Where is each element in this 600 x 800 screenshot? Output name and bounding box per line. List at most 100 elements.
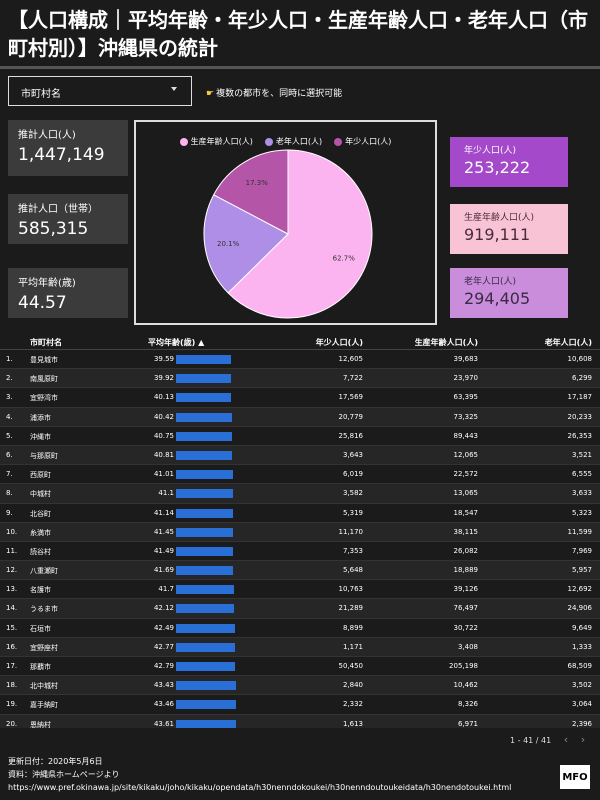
kpi-label: 生産年齢人口(人)	[464, 213, 535, 223]
table-row[interactable]: 14. うるま市 42.12 21,289 76,497 24,906	[0, 599, 600, 619]
average-age-value: 40.42	[153, 412, 174, 421]
elderly-population-value: 3,064	[571, 700, 592, 709]
table-row[interactable]: 4. 浦添市 40.42 20,779 73,325 20,233	[0, 407, 600, 427]
table-row[interactable]: 19. 嘉手納町 43.46 2,332 8,326 3,064	[0, 695, 600, 715]
legend-text: 生産年齢人口(人)	[190, 137, 253, 146]
average-age-bar	[176, 662, 235, 671]
working-age-population-value: 63,395	[453, 393, 479, 402]
pie-slice-working-age[interactable]	[227, 149, 373, 319]
legend-item-working-age[interactable]: 生産年齢人口(人)	[179, 136, 253, 147]
legend-swatch	[264, 137, 273, 146]
row-index: 18.	[6, 681, 18, 690]
average-age-bar	[176, 585, 234, 595]
youth-population-value: 20,779	[338, 412, 364, 421]
column-header-youth[interactable]: 年少人口(人)	[315, 338, 363, 347]
average-age-value: 42.79	[153, 662, 174, 670]
elderly-population-value: 68,509	[567, 662, 593, 670]
average-age-value: 43.46	[153, 700, 174, 709]
column-header-municipality[interactable]: 市町村名	[30, 338, 62, 347]
average-age-value: 41.7	[158, 585, 174, 594]
elderly-population-value: 3,502	[571, 681, 592, 690]
chevron-left-icon[interactable]: ‹	[563, 733, 569, 746]
working-age-population-value: 38,115	[453, 527, 479, 536]
average-age-bar	[176, 489, 233, 499]
youth-population-value: 10,763	[338, 585, 364, 594]
source-url[interactable]: https://www.pref.okinawa.jp/site/kikaku/…	[8, 783, 512, 792]
mfo-logo: MFO	[560, 765, 590, 789]
kpi-value: 294,405	[464, 289, 531, 308]
table-row[interactable]: 17. 那覇市 42.79 50,450 205,198 68,509	[0, 657, 600, 677]
legend-item-youth[interactable]: 年少人口(人)	[334, 136, 391, 147]
table-row[interactable]: 7. 西原町 41.01 6,019 22,572 6,555	[0, 465, 600, 485]
table-row[interactable]: 10. 糸満市 41.45 11,170 38,115 11,599	[0, 522, 600, 542]
row-index: 19.	[6, 700, 18, 709]
municipality-name: 沖縄市	[30, 432, 51, 441]
table-row[interactable]: 16. 宜野座村 42.77 1,171 3,408 1,333	[0, 637, 600, 657]
elderly-population-value: 3,521	[571, 450, 592, 459]
working-age-population-value: 30,722	[453, 623, 479, 632]
table-row[interactable]: 11. 読谷村 41.49 7,353 26,082 7,969	[0, 542, 600, 562]
row-index: 1.	[6, 355, 13, 363]
average-age-value: 43.61	[153, 719, 174, 728]
kpi-average-age: 平均年齢(歳) 44.57	[8, 268, 128, 318]
table-header: 市町村名 平均年齢(歳) ▲ 年少人口(人) 生産年齢人口(人) 老年人口(人)	[0, 334, 600, 350]
table-row[interactable]: 8. 中城村 41.1 3,582 13,065 3,633	[0, 484, 600, 504]
municipality-name: 恩納村	[30, 720, 51, 728]
working-age-population-value: 76,497	[453, 604, 479, 613]
row-index: 11.	[6, 546, 18, 555]
column-header-working-age[interactable]: 生産年齢人口(人)	[414, 338, 478, 347]
elderly-population-value: 6,299	[571, 374, 592, 383]
average-age-bar	[176, 412, 232, 422]
table-row[interactable]: 12. 八重瀬町 41.69 5,648 18,889 5,957	[0, 561, 600, 581]
youth-population-value: 2,840	[342, 681, 363, 690]
municipality-name: うるま市	[30, 605, 58, 614]
table-row[interactable]: 6. 与那原町 40.81 3,643 12,065 3,521	[0, 445, 600, 466]
youth-population-value: 8,899	[342, 623, 363, 632]
row-index: 9.	[6, 508, 13, 517]
youth-population-value: 2,332	[342, 700, 363, 709]
chevron-down-icon[interactable]	[171, 87, 177, 91]
update-date: 更新日付：2020年5月6日	[8, 757, 103, 766]
average-age-value: 41.45	[153, 527, 174, 536]
column-header-average-age[interactable]: 平均年齢(歳) ▲	[148, 338, 205, 347]
table-row[interactable]: 2. 南風原町 39.92 7,722 23,970 6,299	[0, 369, 600, 389]
average-age-bar	[176, 527, 234, 537]
municipality-name: 北谷町	[30, 509, 51, 518]
youth-population-value: 1,171	[342, 642, 363, 651]
pie-slice-youth[interactable]	[213, 149, 289, 235]
row-index: 6.	[6, 450, 13, 459]
table-row[interactable]: 20. 恩納村 43.61 1,613 6,971 2,396	[0, 714, 600, 728]
working-age-population-value: 18,547	[453, 508, 479, 517]
kpi-working-age-population: 生産年齢人口(人) 919,111	[450, 204, 568, 254]
average-age-bar	[176, 700, 236, 710]
table-row[interactable]: 15. 石垣市 42.49 8,899 30,722 9,649	[0, 619, 600, 638]
kpi-value: 253,222	[464, 158, 531, 177]
table-row[interactable]: 9. 北谷町 41.14 5,319 18,547 5,323	[0, 504, 600, 523]
legend-item-elderly[interactable]: 老年人口(人)	[264, 136, 322, 147]
pie-slice-elderly[interactable]	[203, 194, 289, 294]
municipality-dropdown[interactable]: 市町村名	[8, 76, 192, 106]
column-header-elderly[interactable]: 老年人口(人)	[544, 338, 592, 347]
municipality-name: 糸満市	[30, 528, 51, 537]
working-age-population-value: 26,082	[453, 546, 479, 555]
average-age-value: 41.14	[153, 508, 174, 517]
municipality-name: 名護市	[30, 586, 51, 595]
working-age-population-value: 8,326	[457, 700, 478, 709]
municipality-name: 八重瀬町	[30, 567, 58, 576]
pie-slice-label: 62.7%	[333, 254, 356, 262]
table-row[interactable]: 5. 沖縄市 40.75 25,816 89,443 26,353	[0, 427, 600, 446]
table-row[interactable]: 13. 名護市 41.7 10,763 39,126 12,692	[0, 580, 600, 600]
youth-population-value: 1,613	[342, 719, 363, 728]
municipality-name: 西原町	[30, 471, 51, 480]
table-body[interactable]: 1. 豊見城市 39.59 12,605 39,683 10,608 2. 南風原町 39.92…	[0, 350, 600, 728]
legend-swatch	[334, 137, 343, 146]
population-pie-chart: 生産年齢人口(人) 老年人口(人) 年少人口(人) 62.7% 20.1% 17.3…	[134, 120, 437, 325]
table-row[interactable]: 1. 豊見城市 39.59 12,605 39,683 10,608	[0, 350, 600, 370]
footer-notes: 更新日付：2020年5月6日 資料：沖縄県ホームページより https://ww…	[8, 755, 548, 794]
chevron-right-icon[interactable]: ›	[580, 733, 586, 746]
table-row[interactable]: 18. 北中城村 43.43 2,840 10,462 3,502	[0, 676, 600, 696]
working-age-population-value: 22,572	[453, 470, 479, 479]
average-age-bar	[176, 719, 237, 728]
table-row[interactable]: 3. 宜野湾市 40.13 17,569 63,395 17,187	[0, 388, 600, 408]
elderly-population-value: 9,649	[571, 623, 592, 632]
